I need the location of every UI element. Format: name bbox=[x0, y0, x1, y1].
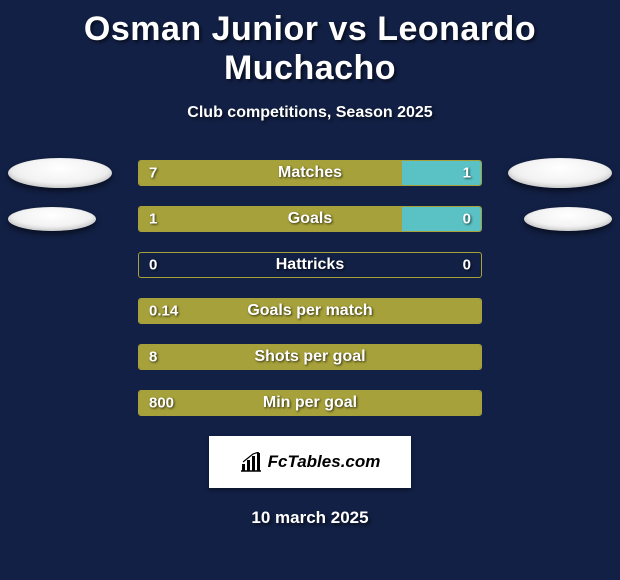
stat-bar: 0 0Hattricks bbox=[138, 252, 482, 278]
avatar-left bbox=[8, 158, 112, 188]
stat-row: 8Shots per goal bbox=[0, 344, 620, 370]
fill-left bbox=[139, 207, 402, 231]
avatar-right bbox=[508, 158, 612, 188]
bar-chart-icon bbox=[240, 452, 262, 472]
stat-label: Hattricks bbox=[139, 256, 481, 274]
stat-row: 800Min per goal bbox=[0, 390, 620, 416]
stat-bar: 71Matches bbox=[138, 160, 482, 186]
logo-text: FcTables.com bbox=[268, 452, 381, 472]
stat-row: 0.14Goals per match bbox=[0, 298, 620, 324]
stat-row: 10Goals bbox=[0, 206, 620, 232]
stat-bar: 0.14Goals per match bbox=[138, 298, 482, 324]
stat-value-left: 7 bbox=[149, 165, 157, 182]
stat-value-right: 0 bbox=[463, 257, 471, 274]
stat-value-left: 0 bbox=[149, 257, 157, 274]
page-subtitle: Club competitions, Season 2025 bbox=[0, 104, 620, 122]
stat-value-left: 0.14 bbox=[149, 303, 178, 320]
stat-bar: 800Min per goal bbox=[138, 390, 482, 416]
stat-value-left: 800 bbox=[149, 395, 174, 412]
stat-value-right: 0 bbox=[463, 211, 471, 228]
date-label: 10 march 2025 bbox=[0, 508, 620, 528]
stat-value-right: 1 bbox=[463, 165, 471, 182]
fill-left bbox=[139, 299, 481, 323]
stat-row: 71Matches bbox=[0, 160, 620, 186]
fill-left bbox=[139, 345, 481, 369]
avatar-right bbox=[524, 207, 612, 231]
page-title: Osman Junior vs Leonardo Muchacho bbox=[0, 0, 620, 88]
stats-container: 71Matches10Goals00Hattricks0.14Goals per… bbox=[0, 160, 620, 416]
stat-bar: 10Goals bbox=[138, 206, 482, 232]
stat-row: 0 0Hattricks bbox=[0, 252, 620, 278]
fill-left bbox=[139, 391, 481, 415]
stat-bar: 8Shots per goal bbox=[138, 344, 482, 370]
stat-value-left: 8 bbox=[149, 349, 157, 366]
avatar-left bbox=[8, 207, 96, 231]
logo-box: FcTables.com bbox=[209, 436, 411, 488]
stat-value-left: 1 bbox=[149, 211, 157, 228]
fill-left bbox=[139, 161, 402, 185]
